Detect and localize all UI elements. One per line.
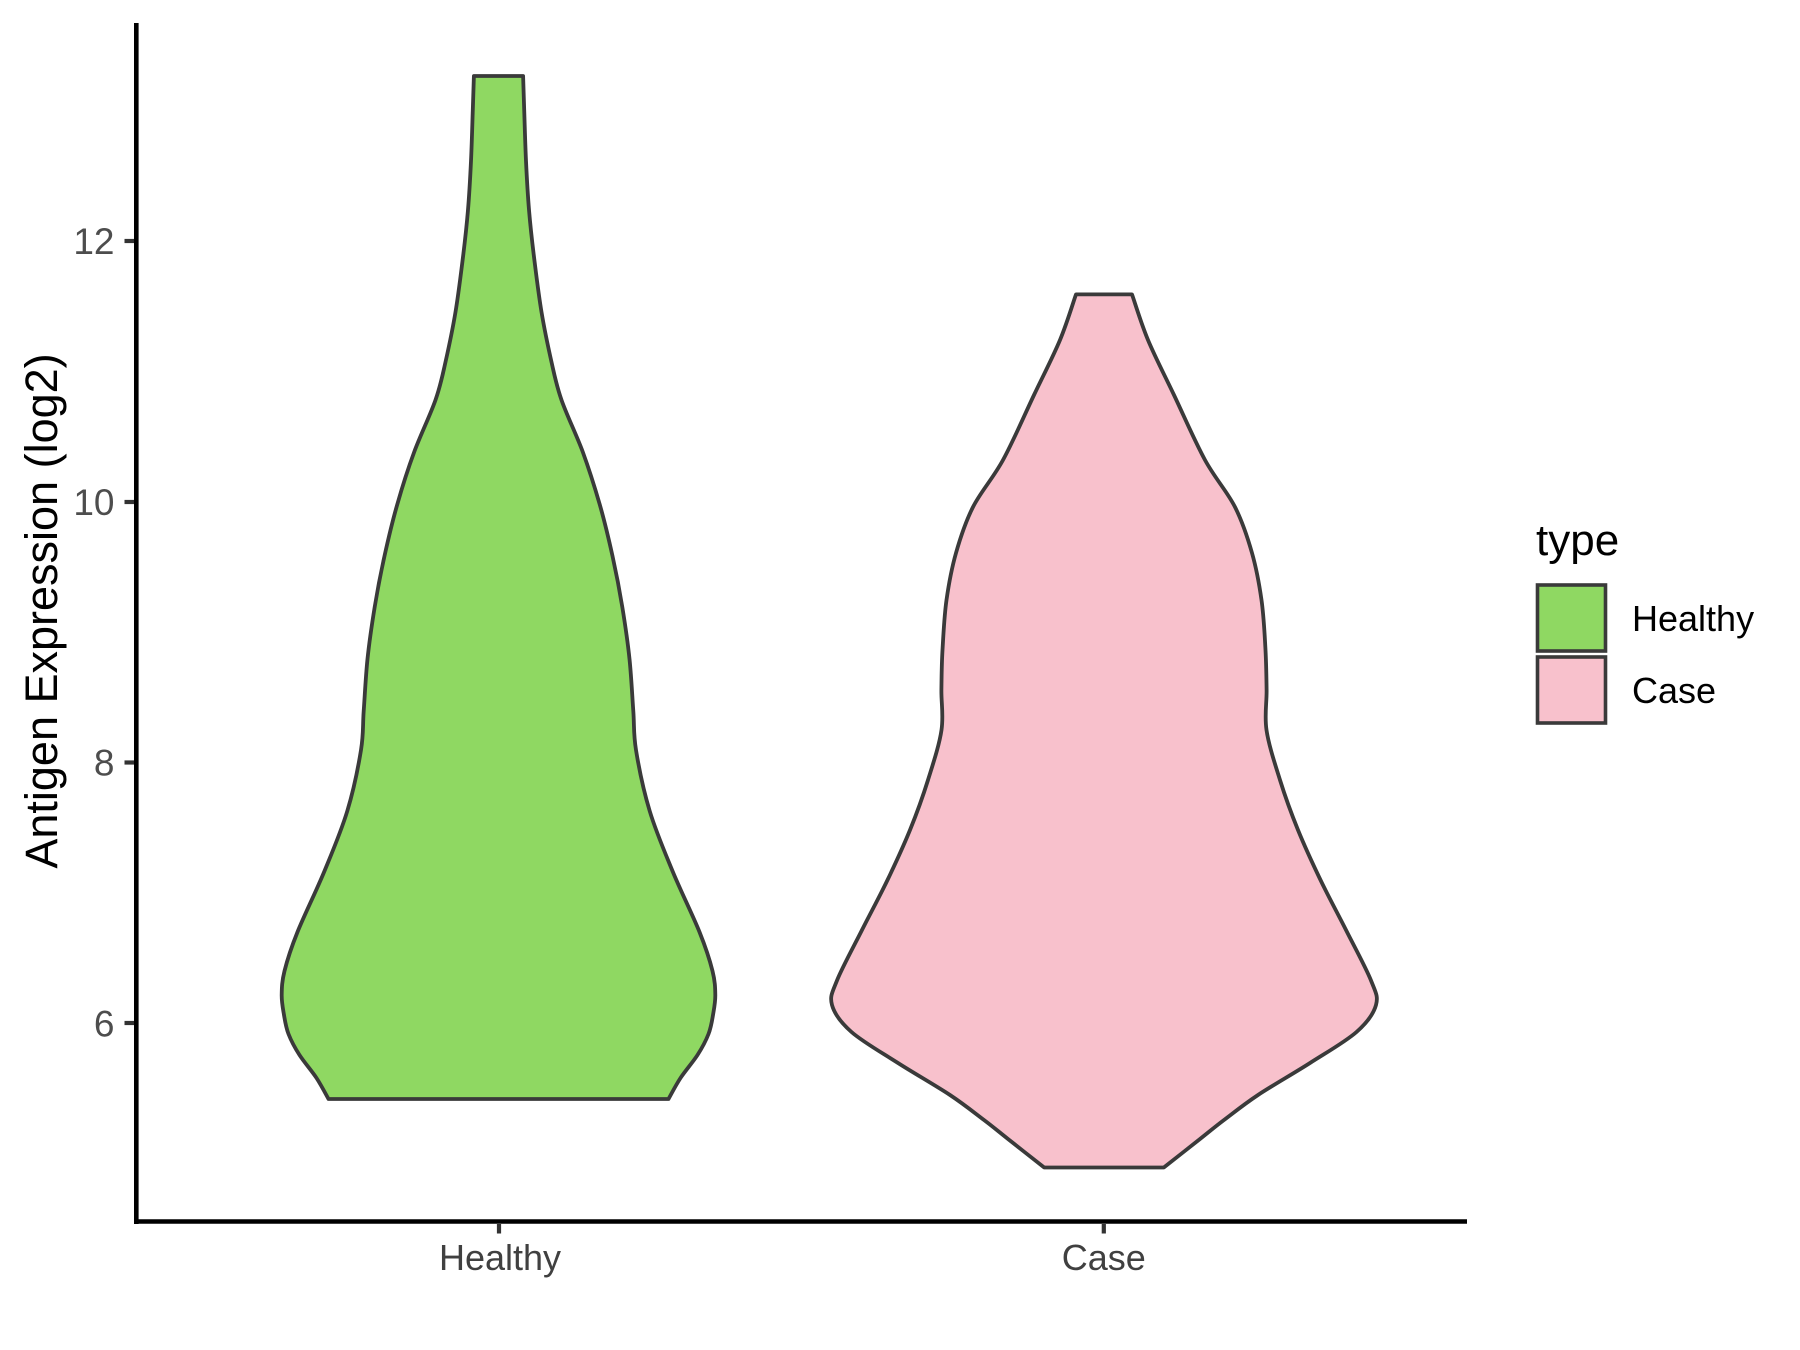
- svg-text:type: type: [1536, 516, 1619, 565]
- svg-text:Healthy: Healthy: [1632, 598, 1754, 639]
- svg-text:12: 12: [73, 221, 114, 262]
- svg-text:8: 8: [94, 743, 115, 784]
- svg-text:Healthy: Healthy: [439, 1237, 561, 1278]
- svg-text:10: 10: [73, 482, 114, 523]
- svg-text:Case: Case: [1062, 1237, 1146, 1278]
- svg-text:Antigen Expression (log2): Antigen Expression (log2): [16, 353, 67, 868]
- svg-text:Case: Case: [1632, 670, 1716, 711]
- svg-text:6: 6: [94, 1004, 115, 1045]
